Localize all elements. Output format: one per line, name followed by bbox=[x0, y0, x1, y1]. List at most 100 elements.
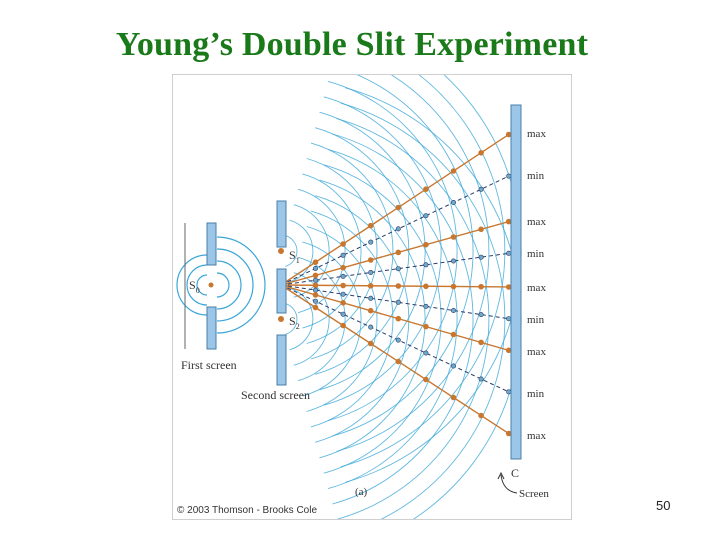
maximum-dot bbox=[505, 430, 512, 437]
minimum-ray bbox=[280, 252, 512, 286]
minimum-dot bbox=[450, 308, 456, 314]
second-screen-bottom bbox=[276, 334, 287, 386]
maximum-dot bbox=[395, 358, 402, 365]
maximum-dot bbox=[450, 394, 457, 401]
maximum-dot bbox=[450, 168, 457, 174]
maximum-dot bbox=[340, 264, 346, 271]
minimum-dot bbox=[395, 226, 401, 232]
diffracted-wavefronts bbox=[285, 75, 522, 519]
maximum-dot bbox=[423, 241, 429, 248]
diffracted-arc bbox=[310, 210, 394, 428]
minimum-ray bbox=[280, 284, 512, 320]
slit-s2-point bbox=[278, 316, 284, 322]
maximum-dot bbox=[505, 347, 512, 354]
fringe-label-min: min bbox=[527, 248, 545, 260]
minimum-dot bbox=[395, 337, 401, 343]
fringe-label-max: max bbox=[527, 128, 546, 140]
maximum-dot bbox=[312, 292, 319, 298]
minimum-dot bbox=[313, 298, 319, 304]
minimum-dot bbox=[368, 239, 374, 245]
diffracted-arc bbox=[332, 75, 474, 437]
diffracted-arc bbox=[289, 287, 314, 351]
maximum-dot bbox=[450, 331, 457, 338]
maximum-dot bbox=[505, 131, 512, 138]
minimum-dot bbox=[506, 316, 512, 322]
fringe-label-min: min bbox=[527, 314, 545, 326]
maximum-dot bbox=[367, 222, 374, 229]
fringe-label-min: min bbox=[527, 170, 545, 182]
diffracted-arc bbox=[310, 142, 394, 360]
maximum-dot bbox=[395, 249, 402, 256]
minimum-dot bbox=[423, 213, 429, 219]
screen-pointer-arrow bbox=[500, 474, 518, 494]
first-slit-arc bbox=[216, 272, 230, 298]
diffracted-arc bbox=[323, 164, 442, 474]
diffracted-arc bbox=[293, 272, 330, 366]
diffracted-arc bbox=[297, 256, 346, 382]
fringe-label-max: max bbox=[527, 216, 546, 228]
diffracted-arc bbox=[345, 75, 522, 483]
diffracted-arc bbox=[319, 179, 426, 459]
maximum-dot bbox=[312, 272, 319, 279]
first-slit-arc bbox=[216, 236, 266, 334]
minimum-dot bbox=[478, 312, 484, 318]
maximum-dot bbox=[312, 304, 319, 311]
interference-paths bbox=[280, 131, 512, 437]
maximum-dot bbox=[478, 412, 484, 419]
diffracted-arc bbox=[315, 195, 410, 443]
slide-title: Young’s Double Slit Experiment bbox=[115, 26, 589, 63]
fringe-label-min: min bbox=[527, 388, 545, 400]
diffracted-arc bbox=[327, 148, 458, 490]
maximum-dot bbox=[423, 283, 429, 290]
minimum-dot bbox=[395, 266, 401, 272]
screen-pointer-arrowhead bbox=[497, 471, 505, 480]
incident-arc bbox=[186, 264, 208, 306]
second-screen-top bbox=[276, 200, 287, 248]
minimum-dot bbox=[313, 287, 319, 293]
slit2-label: S2 bbox=[289, 314, 300, 331]
maximum-dot bbox=[505, 218, 512, 225]
first-slit-arc bbox=[216, 260, 242, 310]
minimum-dot bbox=[340, 252, 346, 258]
maximum-dot bbox=[478, 283, 484, 290]
diffracted-arc bbox=[336, 118, 490, 519]
maximum-dot bbox=[340, 300, 346, 306]
maximum-dot bbox=[478, 339, 484, 346]
minimum-dot bbox=[450, 363, 456, 369]
minimum-dot bbox=[313, 277, 319, 283]
diffracted-arc bbox=[345, 87, 522, 519]
diffracted-arc bbox=[302, 241, 362, 397]
diffracted-arc bbox=[306, 226, 378, 412]
maximum-dot bbox=[423, 186, 429, 192]
first-screen-label: First screen bbox=[181, 358, 237, 372]
maximum-dot bbox=[312, 282, 319, 289]
minimum-dot bbox=[506, 250, 512, 256]
copyright-notice: © 2003 Thomson - Brooks Cole bbox=[177, 505, 318, 516]
fringe-label-max: max bbox=[527, 346, 546, 358]
viewing-screen bbox=[510, 104, 522, 460]
minimum-dot bbox=[340, 311, 346, 317]
minimum-dot bbox=[478, 376, 484, 382]
maximum-dot bbox=[450, 283, 457, 290]
second-screen-label: Second screen bbox=[241, 388, 310, 402]
diffracted-arc bbox=[285, 303, 298, 335]
minimum-dot bbox=[478, 186, 484, 192]
second-screen-middle bbox=[276, 268, 287, 314]
source-label: S0 bbox=[189, 278, 200, 295]
maximum-dot bbox=[450, 234, 457, 240]
diagram-canvas: S0 S1 S2 First screen Second screen C Sc… bbox=[176, 75, 549, 519]
panel-label: (a) bbox=[355, 486, 368, 498]
slit-s1-point bbox=[278, 248, 284, 254]
fringe-labels: max min max min max min max min max bbox=[527, 128, 546, 442]
minimum-dot bbox=[450, 200, 456, 206]
double-slit-diagram: S0 S1 S2 First screen Second screen C Sc… bbox=[172, 74, 572, 520]
maximum-dot bbox=[367, 283, 374, 289]
page-number: 50 bbox=[656, 498, 671, 513]
screen-letter: C bbox=[511, 466, 519, 480]
diffracted-arc bbox=[289, 219, 314, 283]
minimum-dot bbox=[450, 258, 456, 264]
maximum-dot bbox=[395, 315, 402, 322]
minimum-dot bbox=[340, 273, 346, 279]
minimum-dot bbox=[340, 291, 346, 297]
maximum-dot bbox=[367, 307, 374, 314]
